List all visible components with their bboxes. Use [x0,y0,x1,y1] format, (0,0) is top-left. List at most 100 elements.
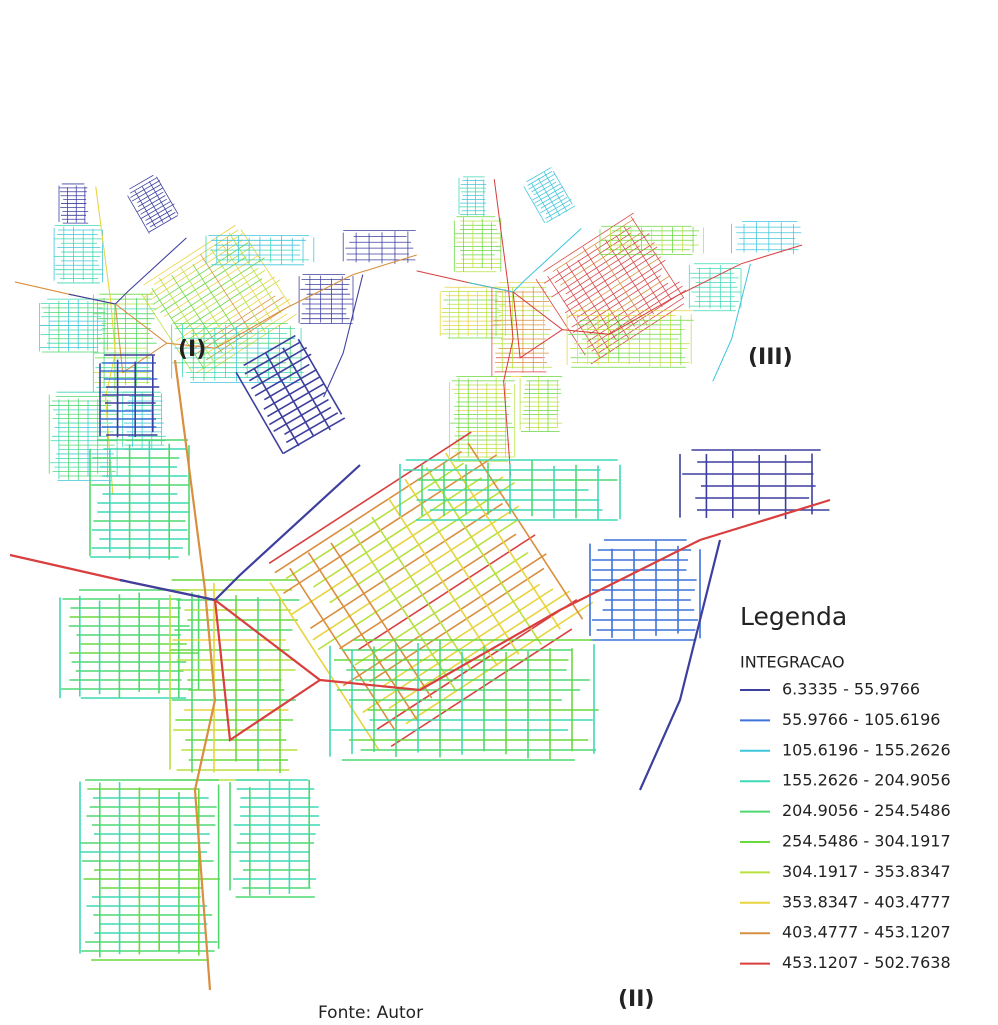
street-block [522,167,575,225]
street-block [206,235,314,264]
main-road [494,179,513,475]
street [538,178,560,216]
street [406,602,593,723]
street [267,384,323,416]
street [264,377,320,409]
legend-label: 353.8347 - 403.4777 [782,892,951,911]
street-block [299,275,353,324]
street-block [80,780,220,960]
street-block [535,212,692,364]
street [308,553,418,722]
main-road [324,275,363,398]
street-block [590,540,700,640]
street [153,243,248,305]
street [631,217,684,298]
street [546,199,572,214]
legend-label: 304.1917 - 353.8347 [782,862,951,881]
map-label: (II) [618,987,654,1012]
street-block [440,287,506,338]
source: Fonte: Autor [318,1003,423,1023]
main-road [175,360,215,990]
street-block [59,184,88,223]
legend-label: 254.5486 - 304.1917 [782,832,951,851]
street [152,240,243,299]
street-block [230,780,320,897]
street-block [454,217,501,272]
map-iii [417,167,802,476]
street-block [680,450,829,519]
street [251,354,311,388]
main-road [640,540,720,790]
map-label: (I) [178,337,206,362]
legend-label: 453.1207 - 502.7638 [782,953,951,972]
map-i [15,173,417,495]
street [197,299,290,359]
street-block [54,226,103,284]
street-block [261,427,599,753]
street [605,240,653,315]
street [544,172,567,212]
street [149,181,171,219]
street [184,279,262,330]
street [372,517,471,669]
street [585,286,682,349]
legend-field: INTEGRACAO [740,653,845,672]
street-block [520,377,562,432]
street [532,183,553,219]
street-block [450,377,515,462]
street-block [170,580,299,780]
street [529,174,556,189]
street [150,212,175,227]
street [313,478,481,587]
street [222,244,272,321]
street [142,187,163,223]
street-block [93,294,157,392]
legend: 6.3335 - 55.9766 55.9766 - 105.6196 105.61… [740,680,951,973]
legend-label: 6.3335 - 55.9766 [782,680,920,699]
map-label: (III) [748,345,793,370]
street-block [600,226,703,254]
street [566,247,657,306]
street-block [235,333,349,456]
street-block [400,460,620,520]
street [128,196,150,234]
street [189,280,280,339]
street [577,260,665,317]
street-block [60,590,199,698]
street [546,206,575,223]
legend-label: 105.6196 - 155.2626 [782,740,951,759]
street-block [567,311,694,367]
street [137,195,165,211]
street [524,186,545,222]
legend-label: 403.4777 - 453.1207 [782,923,951,942]
street-block [732,222,802,255]
street-block [123,392,167,449]
street [135,190,156,226]
street [310,504,502,629]
street-block [39,299,107,352]
figure: (I) (III) (II) Legenda INTEGRACAO 6.3335… [0,0,998,1025]
street [313,506,519,640]
street [566,246,640,294]
main-road [713,264,751,382]
street [132,184,161,201]
street [195,297,284,355]
legend-title: Legenda [740,602,847,631]
street [283,348,330,430]
street-block [689,264,741,311]
street-block [459,177,486,216]
street [130,180,160,197]
street [528,171,552,185]
street [283,455,496,593]
street-block [90,440,190,560]
legend-label: 204.9056 - 254.5486 [782,801,951,820]
legend-label: 55.9766 - 105.6196 [782,710,940,729]
legend-label: 155.2626 - 204.9056 [782,771,951,790]
street-block [492,283,553,377]
street-block [125,173,181,233]
street [564,243,655,302]
street [572,268,662,327]
street [254,368,299,446]
street [130,178,157,193]
street [156,177,178,215]
